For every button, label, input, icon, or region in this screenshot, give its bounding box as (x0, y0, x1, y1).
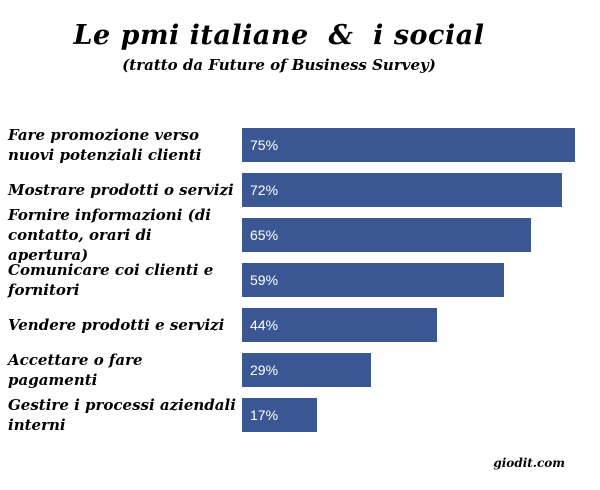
bar-value-label: 17% (250, 406, 279, 423)
bar-row: Accettare o fare pagamenti 29% (0, 347, 600, 392)
bar: 44% (242, 307, 437, 342)
bar-value-label: 65% (250, 226, 279, 243)
category-label: Gestire i processi aziendali interni (8, 395, 236, 434)
chart-title: Le pmi italiane & i social (73, 20, 485, 51)
bar-row: Fare promozione verso nuovi potenziali c… (0, 122, 600, 167)
bar: 75% (242, 127, 575, 162)
bar-rows: Fare promozione verso nuovi potenziali c… (0, 122, 600, 437)
bar-track: 65% (242, 217, 600, 252)
bar-track: 59% (242, 262, 600, 297)
source-credit: giodit.com (493, 456, 565, 470)
category-label: Accettare o fare pagamenti (8, 350, 143, 389)
bar-value-label: 72% (250, 181, 279, 198)
category-label: Mostrare prodotti o servizi (8, 180, 234, 199)
category-label: Vendere prodotti e servizi (8, 315, 225, 334)
bar-track: 29% (242, 352, 600, 387)
chart-header: Le pmi italiane & i social (tratto da Fu… (0, 20, 600, 74)
bar-value-label: 29% (250, 361, 279, 378)
bar-row: Vendere prodotti e servizi 44% (0, 302, 600, 347)
bar-row: Fornire informazioni (di contatto, orari… (0, 206, 600, 264)
bar-value-label: 59% (250, 271, 279, 288)
bar: 59% (242, 262, 504, 297)
chart-subtitle: (tratto da Future of Business Survey) (122, 56, 436, 74)
bar: 29% (242, 352, 371, 387)
bar: 17% (242, 397, 317, 432)
bar-row: Mostrare prodotti o servizi 72% (0, 167, 600, 212)
category-label: Fornire informazioni (di contatto, orari… (8, 205, 211, 264)
bar-value-label: 44% (250, 316, 279, 333)
chart-area: Fare promozione verso nuovi potenziali c… (0, 122, 600, 437)
category-label: Comunicare coi clienti e fornitori (8, 260, 214, 299)
bar: 65% (242, 217, 531, 252)
bar-track: 44% (242, 307, 600, 342)
bar-track: 75% (242, 127, 600, 162)
bar-track: 17% (242, 397, 600, 432)
bar-row: Comunicare coi clienti e fornitori 59% (0, 257, 600, 302)
bar: 72% (242, 172, 562, 207)
bar-row: Gestire i processi aziendali interni 17% (0, 392, 600, 437)
bar-track: 72% (242, 172, 600, 207)
bar-value-label: 75% (250, 136, 279, 153)
category-label: Fare promozione verso nuovi potenziali c… (8, 125, 202, 164)
